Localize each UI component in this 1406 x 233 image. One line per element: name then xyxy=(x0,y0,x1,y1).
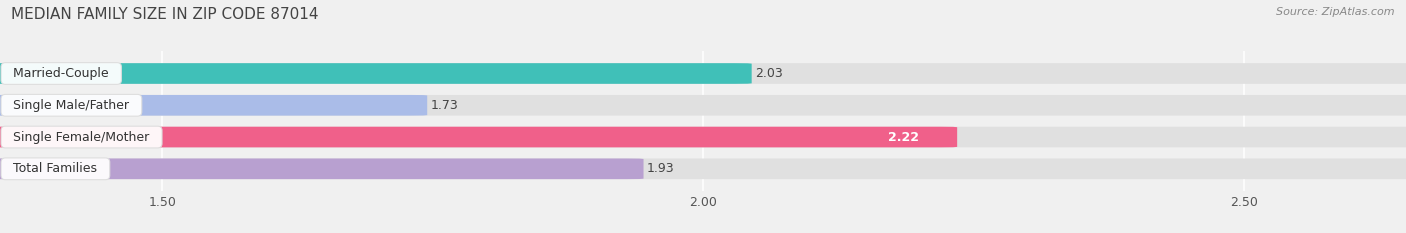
FancyBboxPatch shape xyxy=(0,95,1406,116)
FancyBboxPatch shape xyxy=(0,63,1406,84)
Text: Single Male/Father: Single Male/Father xyxy=(6,99,138,112)
FancyBboxPatch shape xyxy=(0,127,1406,147)
FancyBboxPatch shape xyxy=(0,158,644,179)
FancyBboxPatch shape xyxy=(0,95,427,116)
Text: 2.03: 2.03 xyxy=(755,67,783,80)
Text: 1.93: 1.93 xyxy=(647,162,675,175)
FancyBboxPatch shape xyxy=(0,63,752,84)
Text: 1.73: 1.73 xyxy=(430,99,458,112)
Text: Total Families: Total Families xyxy=(6,162,105,175)
Text: MEDIAN FAMILY SIZE IN ZIP CODE 87014: MEDIAN FAMILY SIZE IN ZIP CODE 87014 xyxy=(11,7,319,22)
FancyBboxPatch shape xyxy=(0,127,957,147)
FancyBboxPatch shape xyxy=(0,158,1406,179)
Text: Married-Couple: Married-Couple xyxy=(6,67,117,80)
Text: Source: ZipAtlas.com: Source: ZipAtlas.com xyxy=(1277,7,1395,17)
Text: Single Female/Mother: Single Female/Mother xyxy=(6,130,157,144)
Text: 2.22: 2.22 xyxy=(889,130,920,144)
